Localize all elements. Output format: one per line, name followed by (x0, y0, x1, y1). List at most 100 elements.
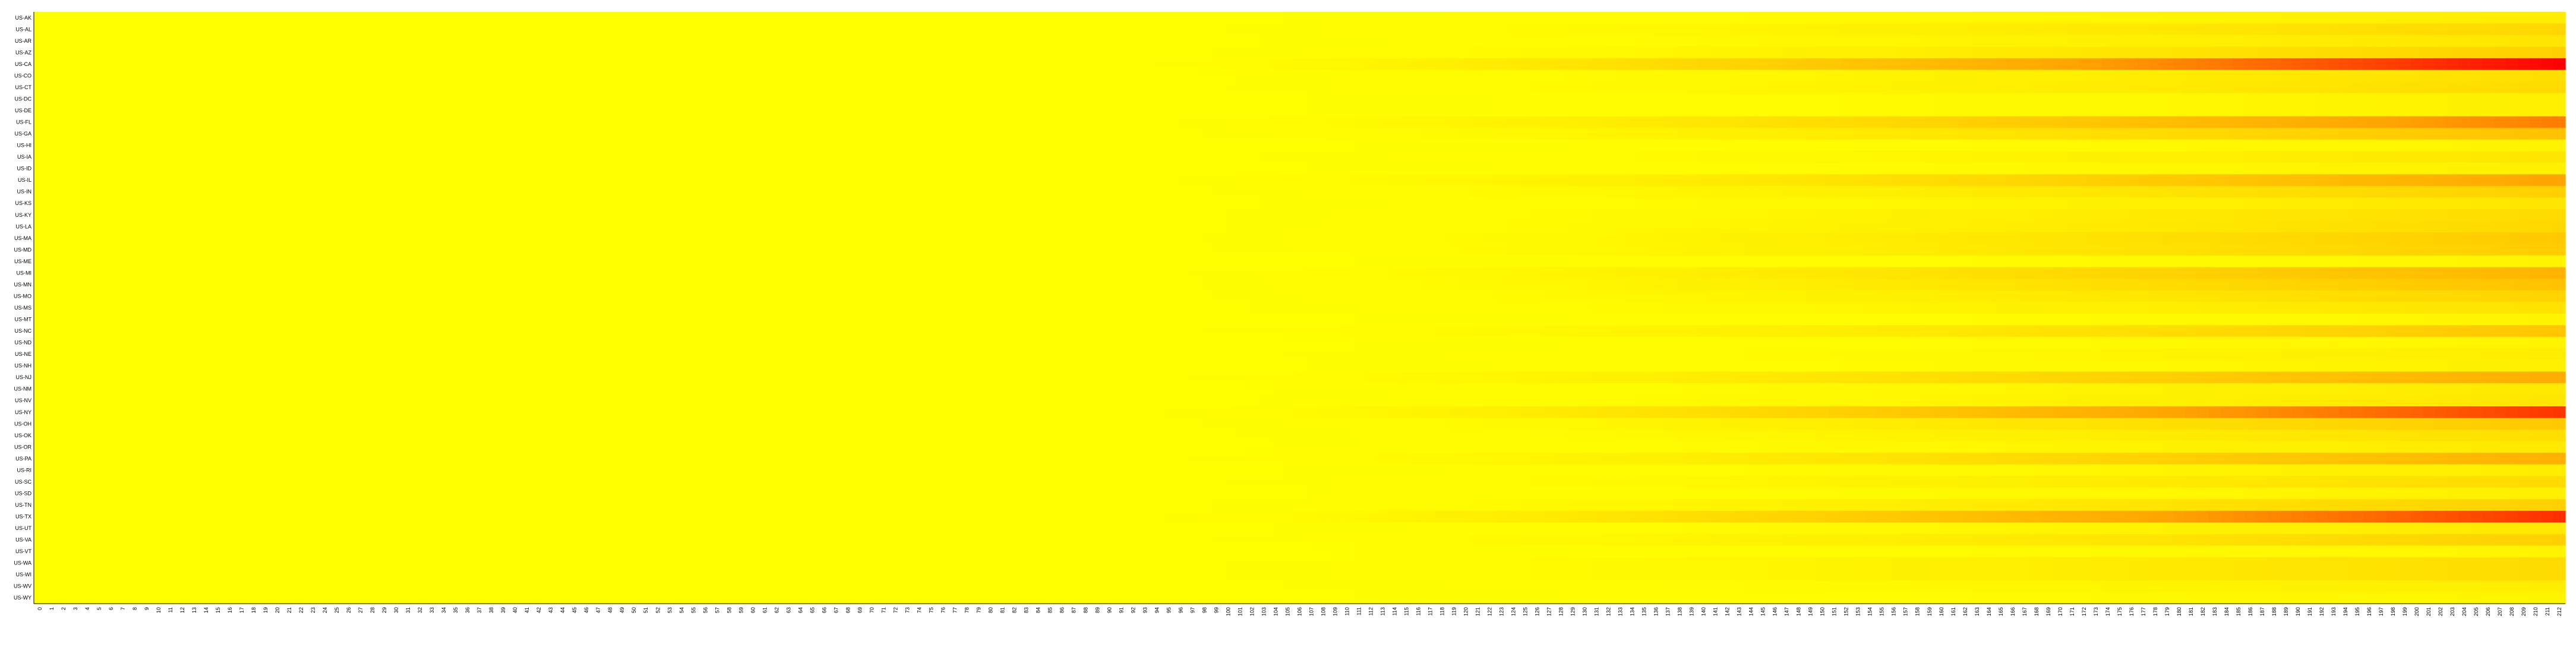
heatmap-cell (1305, 70, 1318, 82)
heatmap-cell (105, 232, 118, 245)
heatmap-cell (794, 244, 807, 256)
heatmap-cell (2173, 93, 2186, 105)
heatmap-cell (2054, 139, 2067, 152)
heatmap-cell (2493, 267, 2506, 279)
heatmap-cell (2173, 162, 2186, 175)
heatmap-cell (117, 209, 130, 222)
heatmap-cell (2220, 174, 2233, 187)
heatmap-cell (996, 70, 1009, 82)
heatmap-cell (2482, 197, 2495, 210)
heatmap-cell (331, 93, 343, 105)
heatmap-cell (1626, 93, 1639, 105)
heatmap-cell (545, 46, 557, 59)
heatmap-cell (1388, 220, 1401, 233)
heatmap-cell (1163, 58, 1176, 71)
heatmap-cell (1721, 23, 1734, 36)
heatmap-cell (1186, 23, 1199, 36)
heatmap-cell (687, 93, 700, 105)
heatmap-cell (1198, 162, 1211, 175)
heatmap-cell (355, 279, 367, 291)
heatmap-cell (1175, 116, 1188, 128)
heatmap-cell (592, 35, 605, 48)
heatmap-cell (1281, 255, 1295, 268)
heatmap-cell (1115, 197, 1128, 210)
heatmap-cell (1531, 185, 1544, 198)
heatmap-cell (331, 35, 343, 48)
heatmap-cell (248, 58, 260, 71)
heatmap-cell (1317, 23, 1330, 36)
heatmap-cell (1935, 35, 1948, 48)
heatmap-cell (93, 58, 106, 71)
heatmap-cell (248, 23, 260, 36)
heatmap-cell (188, 244, 201, 256)
heatmap-cell (1460, 46, 1473, 59)
heatmap-cell (2066, 12, 2079, 24)
heatmap-cell (1947, 70, 1960, 82)
heatmap-cell (2386, 23, 2400, 36)
heatmap-cell (2256, 81, 2269, 94)
heatmap-cell (188, 23, 201, 36)
heatmap-cell (771, 197, 783, 210)
heatmap-cell (771, 139, 783, 152)
heatmap-cell (2256, 105, 2269, 117)
heatmap-cell (2458, 255, 2471, 268)
heatmap-cell (1745, 162, 1758, 175)
heatmap-cell (866, 23, 878, 36)
heatmap-cell (1935, 93, 1948, 105)
heatmap-cell (367, 174, 379, 187)
heatmap-cell (901, 197, 914, 210)
heatmap-cell (652, 267, 664, 279)
heatmap-cell (1127, 151, 1140, 163)
heatmap-cell (2018, 93, 2031, 105)
heatmap-cell (1852, 81, 1865, 94)
heatmap-cell (1400, 23, 1413, 36)
heatmap-cell (58, 81, 70, 94)
heatmap-cell (58, 232, 70, 245)
heatmap-cell (2398, 139, 2411, 152)
heatmap-cell (1531, 220, 1544, 233)
heatmap-cell (2505, 185, 2518, 198)
heatmap-cell (2553, 105, 2566, 117)
heatmap-cell (569, 162, 581, 175)
heatmap-cell (2256, 267, 2269, 279)
heatmap-cell (212, 267, 225, 279)
heatmap-cell (1365, 220, 1378, 233)
heatmap-cell (973, 244, 985, 256)
heatmap-cell (1959, 35, 1972, 48)
heatmap-cell (2256, 70, 2269, 82)
heatmap-cell (1745, 58, 1758, 71)
heatmap-cell (2006, 174, 2019, 187)
heatmap-cell (1293, 139, 1306, 152)
heatmap-cell (1175, 35, 1188, 48)
heatmap-cell (2303, 209, 2316, 222)
heatmap-cell (1507, 220, 1520, 233)
heatmap-cell (2089, 12, 2103, 24)
heatmap-cell (1305, 12, 1318, 24)
heatmap-cell (462, 162, 474, 175)
heatmap-cell (165, 151, 177, 163)
heatmap-cell (711, 162, 724, 175)
heatmap-cell (1590, 267, 1603, 279)
heatmap-cell (1804, 151, 1817, 163)
heatmap-cell (1495, 105, 1508, 117)
heatmap-cell (1864, 162, 1877, 175)
heatmap-cell (212, 81, 225, 94)
heatmap-cell (1531, 81, 1544, 94)
heatmap-cell (212, 105, 225, 117)
heatmap-cell (1567, 12, 1580, 24)
heatmap-cell (2327, 58, 2340, 71)
heatmap-cell (2054, 105, 2067, 117)
heatmap-cell (711, 151, 724, 163)
heatmap-cell (1222, 12, 1235, 24)
heatmap-cell (1567, 209, 1580, 222)
heatmap-cell (580, 244, 593, 256)
heatmap-cell (2137, 255, 2150, 268)
heatmap-cell (2386, 197, 2400, 210)
heatmap-cell (818, 232, 831, 245)
heatmap-cell (355, 185, 367, 198)
heatmap-cell (2446, 105, 2459, 117)
heatmap-cell (675, 105, 688, 117)
heatmap-cell (1103, 35, 1116, 48)
heatmap-cell (569, 209, 581, 222)
